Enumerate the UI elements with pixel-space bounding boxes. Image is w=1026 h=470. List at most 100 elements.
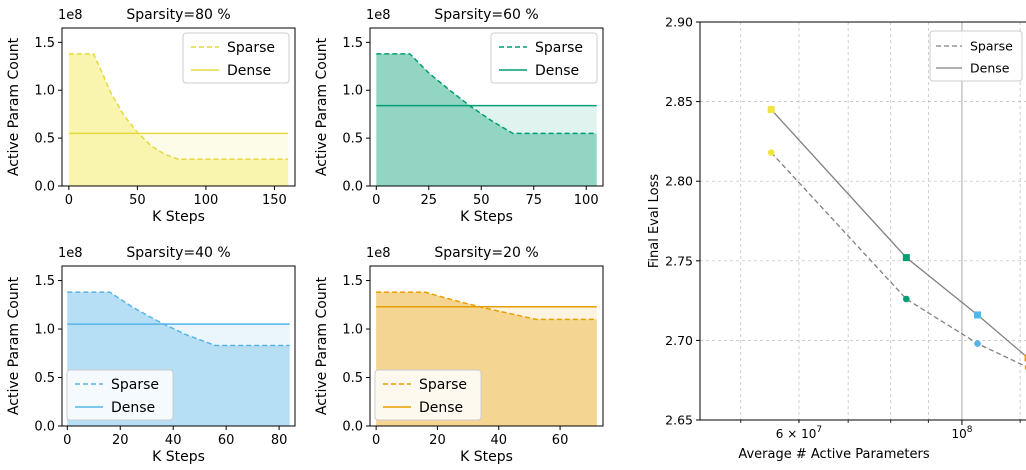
- y-tick-label: 1.0: [342, 84, 363, 99]
- x-axis-label: K Steps: [152, 209, 205, 225]
- x-tick-label: 6 × 107: [776, 425, 822, 441]
- y-tick-label: 2.65: [665, 413, 693, 428]
- tick-mantissa: 6 × 10: [776, 427, 817, 441]
- legend: Sparse Dense: [182, 32, 290, 84]
- legend-sparse-label: Sparse: [111, 377, 159, 393]
- x-axis-label: Average # Active Parameters: [738, 447, 930, 462]
- y-tick-label: 1.5: [34, 274, 55, 289]
- y-offset-label: 1e8: [366, 246, 391, 261]
- subplot-title: Sparsity=60 %: [434, 7, 538, 23]
- sparse-series-line: [770, 152, 1026, 368]
- y-axis-label: Active Param Count: [314, 37, 330, 176]
- x-tick-label: 0: [65, 193, 73, 208]
- subplot-title: Sparsity=80 %: [126, 7, 230, 23]
- x-tick-label: 80: [271, 433, 288, 448]
- y-tick-label: 1.5: [342, 36, 363, 51]
- x-tick-label: 0: [63, 433, 71, 448]
- subplot-loss-vs-params: 2.65 2.70 2.75 2.80 2.85 2.90 6 × 107 108 Averag…: [647, 15, 1026, 462]
- x-tick-label: 100: [574, 193, 599, 208]
- dense-series-line: [770, 109, 1026, 358]
- legend-dense-label: Dense: [111, 400, 155, 416]
- subplot-title: Sparsity=40 %: [126, 245, 230, 261]
- legend-dense-label: Dense: [227, 63, 271, 79]
- x-tick-label: 108: [951, 425, 972, 441]
- y-tick-label: 2.70: [665, 333, 693, 348]
- dense-point: [974, 311, 982, 319]
- axes-frame: [369, 27, 604, 187]
- y-tick-label: 0.0: [34, 420, 55, 435]
- y-tick-label: 2.80: [665, 174, 693, 189]
- sparse-line: [376, 53, 597, 135]
- y-axis-label: Active Param Count: [6, 37, 22, 176]
- y-tick-label: 2.75: [665, 253, 693, 268]
- x-tick-label: 100: [193, 193, 218, 208]
- y-tick-label: 0.5: [34, 132, 55, 147]
- y-tick-label: 2.85: [665, 94, 693, 109]
- x-tick-label: 40: [165, 433, 182, 448]
- x-tick-label: 0: [372, 193, 380, 208]
- legend: Sparse Dense: [66, 369, 174, 421]
- sparse-line: [376, 291, 597, 321]
- x-tick-label: 150: [262, 193, 287, 208]
- subplot-title: Sparsity=20 %: [434, 245, 538, 261]
- x-tick-label: 0: [372, 433, 380, 448]
- x-tick-label: 75: [525, 193, 542, 208]
- sparse-point: [974, 340, 981, 347]
- x-tick-label: 25: [421, 193, 438, 208]
- tick-exponent: 8: [967, 425, 973, 435]
- y-offset-label: 1e8: [58, 246, 83, 261]
- subplot-sparsity-1: 0 25 50 75 100 0.0 0.5 1.0 1.5 Sparsity=60 % 1e8 K …: [314, 7, 604, 225]
- legend: Sparse Dense: [929, 30, 1023, 82]
- subplot-sparsity-3: 0 20 40 60 0.0 0.5 1.0 1.5 Sparsity=20 % 1e8 K Ste…: [314, 245, 604, 465]
- sparse-area: [68, 53, 289, 186]
- sparse-line: [67, 291, 290, 347]
- legend-sparse-label: Sparse: [535, 40, 583, 56]
- x-tick-label: 40: [490, 433, 507, 448]
- sparse-area: [376, 53, 597, 186]
- x-axis-label: K Steps: [460, 209, 513, 225]
- y-tick-label: 0.5: [342, 371, 363, 386]
- y-axis-label: Active Param Count: [314, 276, 330, 415]
- y-tick-label: 1.5: [342, 274, 363, 289]
- tick-exponent: 7: [816, 425, 822, 435]
- legend: Sparse Dense: [490, 32, 598, 84]
- axes-frame: [369, 265, 604, 427]
- y-offset-label: 1e8: [58, 8, 83, 23]
- axes-frame: [699, 21, 1026, 421]
- sparse-line: [68, 53, 289, 160]
- y-tick-label: 1.0: [34, 323, 55, 338]
- subplot-sparsity-0: 0 50 100 150 0.0 0.5 1.0 1.5 Sparsity=80 % 1e8 K S…: [6, 7, 296, 225]
- dense-point: [1024, 354, 1026, 362]
- y-tick-label: 0.0: [342, 180, 363, 195]
- legend-dense-label: Dense: [535, 63, 579, 79]
- tick-mantissa: 10: [951, 427, 966, 441]
- legend-sparse-label: Sparse: [970, 39, 1013, 54]
- legend: Sparse Dense: [374, 369, 482, 421]
- legend-dense-label: Dense: [970, 61, 1010, 76]
- y-tick-label: 1.0: [34, 84, 55, 99]
- x-tick-label: 50: [129, 193, 146, 208]
- axes-frame: [61, 265, 296, 427]
- y-axis-label: Active Param Count: [6, 276, 22, 415]
- axes-frame: [61, 27, 296, 187]
- legend-dense-label: Dense: [419, 400, 463, 416]
- y-tick-label: 2.90: [665, 15, 693, 30]
- subplot-sparsity-2: 0 20 40 60 80 0.0 0.5 1.0 1.5 Sparsity=40 % 1e8 K S…: [6, 245, 296, 465]
- x-tick-label: 20: [112, 433, 129, 448]
- dense-point: [767, 106, 775, 114]
- dense-area-light: [68, 53, 289, 186]
- x-axis-label: K Steps: [152, 449, 205, 465]
- y-tick-label: 0.5: [342, 132, 363, 147]
- x-tick-label: 60: [552, 433, 569, 448]
- y-tick-label: 1.5: [34, 36, 55, 51]
- dense-point: [902, 254, 910, 262]
- legend-sparse-label: Sparse: [227, 40, 275, 56]
- x-axis-label: K Steps: [460, 449, 513, 465]
- y-offset-label: 1e8: [366, 8, 391, 23]
- legend-sparse-label: Sparse: [419, 377, 467, 393]
- y-tick-label: 0.0: [34, 180, 55, 195]
- sparse-point: [903, 295, 910, 303]
- y-tick-label: 1.0: [342, 323, 363, 338]
- x-tick-label: 20: [429, 433, 446, 448]
